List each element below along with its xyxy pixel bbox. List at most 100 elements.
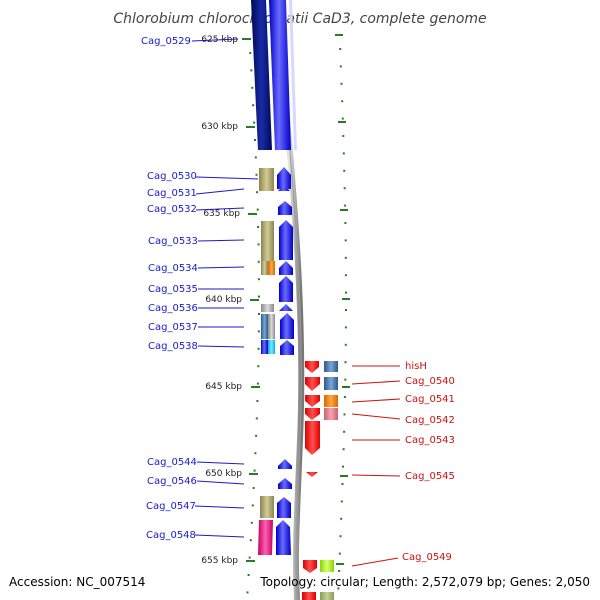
minor-tick xyxy=(343,396,346,398)
forward-arrow xyxy=(280,340,294,355)
gene-label[interactable]: hisH xyxy=(405,361,427,372)
forward-feature-large-navy xyxy=(251,0,272,150)
kbp-tick-label: 635 kbp xyxy=(203,209,240,219)
kbp-major-tick xyxy=(249,473,258,475)
gene-label[interactable]: Cag_0531 xyxy=(147,188,197,199)
minor-tick xyxy=(256,208,259,211)
gene-block-0537-grey xyxy=(268,314,275,339)
gene-label[interactable]: Cag_0538 xyxy=(148,341,198,352)
minor-tick xyxy=(344,204,347,207)
gene-label[interactable]: Cag_0545 xyxy=(405,471,455,482)
gene-label[interactable]: Cag_0536 xyxy=(148,303,198,314)
forward-arrow xyxy=(279,304,293,311)
gene-label[interactable]: Cag_0534 xyxy=(148,263,198,274)
minor-tick xyxy=(343,187,346,190)
minor-tick xyxy=(343,413,346,416)
forward-arrow xyxy=(277,497,291,518)
minor-tick xyxy=(250,521,253,524)
minor-tick xyxy=(256,191,259,194)
minor-tick xyxy=(255,417,258,420)
gene-label[interactable]: Cag_0548 xyxy=(146,530,196,541)
minor-tick xyxy=(255,173,258,176)
gene-label[interactable]: Cag_0544 xyxy=(147,457,197,468)
kbp-scale: 625 kbp 630 kbp 635 kbp 640 kbp 645 kbp … xyxy=(201,35,242,566)
minor-tick xyxy=(344,239,347,242)
minor-tick xyxy=(341,483,344,485)
forward-arrow xyxy=(277,167,291,189)
gene-block-0542 xyxy=(324,408,338,420)
reverse-arrow xyxy=(306,472,318,477)
minor-tick xyxy=(344,361,347,364)
forward-arrow xyxy=(278,185,290,191)
leader-line xyxy=(197,345,245,348)
minor-tick xyxy=(249,539,252,542)
gene-label[interactable]: Cag_0535 xyxy=(148,284,198,295)
gene-label[interactable]: Cag_0547 xyxy=(146,501,196,512)
minor-tick xyxy=(254,156,257,159)
gene-label[interactable]: Cag_0549 xyxy=(402,552,452,563)
topology-text: Topology: circular; Length: 2,572,079 bp… xyxy=(259,575,590,589)
gene-label[interactable]: Cag_0533 xyxy=(148,236,198,247)
minor-tick xyxy=(339,48,342,50)
leader-line xyxy=(351,413,401,420)
minor-tick xyxy=(257,278,260,281)
forward-arrow xyxy=(278,478,292,489)
left-gene-labels: Cag_0529 Cag_0530 Cag_0531 Cag_0532 Cag_… xyxy=(141,36,259,541)
leader-line xyxy=(197,239,245,242)
leader-line xyxy=(351,557,399,567)
forward-arrow xyxy=(278,201,292,215)
leader-line xyxy=(351,380,401,385)
minor-tick xyxy=(341,100,344,103)
kbp-tick-label: 650 kbp xyxy=(205,469,242,479)
minor-tick xyxy=(253,469,256,472)
minor-tick xyxy=(339,65,342,68)
kbp-major-tick xyxy=(242,38,251,40)
reverse-feature-top-light xyxy=(289,0,297,150)
accession-text: Accession: NC_007514 xyxy=(9,575,145,589)
gene-label[interactable]: Cag_0532 xyxy=(147,204,197,215)
reverse-bar-bottom xyxy=(302,592,316,600)
leader-line xyxy=(194,534,245,538)
gene-block-0547 xyxy=(260,496,274,518)
kbp-major-tick xyxy=(335,34,343,36)
gene-label[interactable]: Cag_0542 xyxy=(405,415,455,426)
minor-tick xyxy=(250,69,253,72)
gene-block-bottom-khaki xyxy=(320,592,334,600)
minor-tick xyxy=(339,535,342,538)
gene-label[interactable]: Cag_0540 xyxy=(405,376,455,387)
minor-tick xyxy=(247,574,250,576)
gene-label[interactable]: Cag_0546 xyxy=(147,476,197,487)
left-tick-column xyxy=(246,52,260,594)
kbp-major-tick xyxy=(338,121,346,123)
minor-tick xyxy=(340,82,343,85)
minor-tick xyxy=(338,552,341,555)
gene-label[interactable]: Cag_0530 xyxy=(147,171,197,182)
leader-line xyxy=(195,188,245,195)
leader-line xyxy=(351,474,401,477)
gene-label[interactable]: Cag_0543 xyxy=(405,435,455,446)
minor-tick xyxy=(254,139,256,141)
kbp-tick-label: 640 kbp xyxy=(205,295,242,305)
minor-tick xyxy=(344,326,347,329)
map-title: Chlorobium chlorochromatii CaD3, complet… xyxy=(113,11,486,27)
gene-label[interactable]: Cag_0537 xyxy=(148,322,198,333)
minor-tick xyxy=(345,291,347,294)
gene-label[interactable]: Cag_0529 xyxy=(141,36,191,47)
minor-tick xyxy=(248,556,251,559)
gene-block-hisH xyxy=(324,361,338,372)
leader-line xyxy=(195,176,259,180)
reverse-arrow xyxy=(305,408,320,420)
minor-tick xyxy=(256,400,259,402)
forward-arrow xyxy=(278,459,292,469)
reverse-arrow xyxy=(303,560,317,573)
forward-arrow xyxy=(279,261,293,275)
forward-arrow xyxy=(280,313,294,339)
minor-tick xyxy=(344,378,347,381)
minor-tick xyxy=(345,309,347,311)
kbp-major-tick xyxy=(342,386,350,388)
right-gene-labels: hisH Cag_0540 Cag_0541 Cag_0542 Cag_0543… xyxy=(351,361,455,567)
minor-tick xyxy=(257,365,260,368)
gene-label[interactable]: Cag_0541 xyxy=(405,394,455,405)
minor-tick xyxy=(249,52,252,54)
